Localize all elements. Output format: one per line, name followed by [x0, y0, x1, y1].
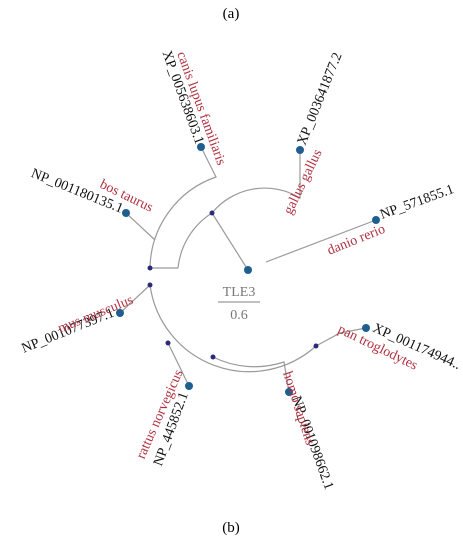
- panel-label: (b): [222, 520, 240, 536]
- leaf-dot: [362, 324, 370, 332]
- leaf-dot: [296, 146, 304, 154]
- leaf-dot: [122, 209, 130, 217]
- branch: [167, 342, 190, 387]
- branch: [125, 212, 156, 241]
- branch: [119, 284, 151, 314]
- leaf-dot: [285, 388, 293, 396]
- internal-nodes: [147, 210, 319, 360]
- branch: [149, 146, 217, 269]
- accession: NP_571855.1: [378, 182, 456, 223]
- node: [313, 343, 319, 349]
- node: [209, 210, 215, 216]
- node: [147, 265, 153, 271]
- leaf-dot: [116, 309, 124, 317]
- branch: [149, 284, 317, 373]
- node: [210, 354, 216, 360]
- species: homo sapiens: [279, 370, 317, 447]
- leaf-dot: [185, 382, 193, 390]
- tree-title: TLE3: [223, 285, 256, 300]
- leaf-labels: XP_005638603.1 canis lupus familiaris XP…: [20, 49, 463, 492]
- leaf-dots: [116, 143, 380, 396]
- branch: [315, 327, 367, 347]
- branch: [212, 356, 290, 393]
- leaf-dot: [197, 143, 205, 151]
- leaf-dot: [372, 216, 380, 224]
- branch: [265, 219, 377, 263]
- node: [147, 282, 153, 288]
- species: gallus gallus: [281, 147, 325, 217]
- branch: [211, 150, 301, 214]
- root: [244, 266, 252, 274]
- node: [165, 340, 171, 346]
- branch: [211, 212, 249, 271]
- panel-label: (a): [223, 6, 240, 22]
- scale-label: 0.6: [230, 308, 248, 323]
- branches: [119, 146, 377, 393]
- scale-bar: TLE3 0.6: [218, 285, 260, 323]
- branch: [177, 212, 213, 269]
- accession: XP_003641877.2: [295, 51, 346, 148]
